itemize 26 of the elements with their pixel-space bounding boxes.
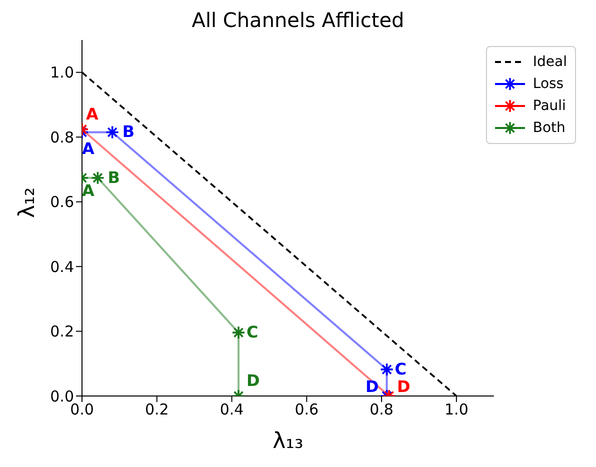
y-tick-label: 0.6 [50, 193, 74, 212]
legend-label: Both [532, 120, 566, 136]
annotation: C [246, 322, 258, 342]
annotation: B [122, 122, 135, 142]
y-tick-label: 0.4 [50, 258, 74, 276]
x-tick-label: 1.0 [444, 400, 468, 419]
x-axis-title: λ₁₃ [272, 429, 304, 454]
y-tick-label: 1.0 [50, 64, 74, 82]
annotation: D [397, 377, 410, 396]
legend-label: Pauli [532, 98, 566, 114]
y-tick-label: 0.2 [50, 322, 74, 341]
y-axis-title: λ₁₂ [14, 187, 40, 218]
x-tick-label: 0.4 [220, 400, 244, 419]
annotation: C [394, 359, 407, 378]
annotation: D [246, 371, 260, 390]
x-tick-label: 0.2 [144, 400, 169, 419]
x-tick-label: 0.6 [294, 400, 319, 419]
annotation: D [366, 377, 379, 396]
annotation: B [108, 168, 120, 187]
x-tick-label: 0.8 [370, 400, 394, 419]
x-tick-label: 0.0 [70, 400, 94, 419]
chart-title: All Channels Afflicted [190, 8, 406, 32]
legend-label: Loss [532, 76, 564, 92]
y-tick-label: 0.8 [50, 128, 74, 146]
annotation: A [86, 104, 99, 124]
legend-label: Ideal [532, 54, 567, 70]
